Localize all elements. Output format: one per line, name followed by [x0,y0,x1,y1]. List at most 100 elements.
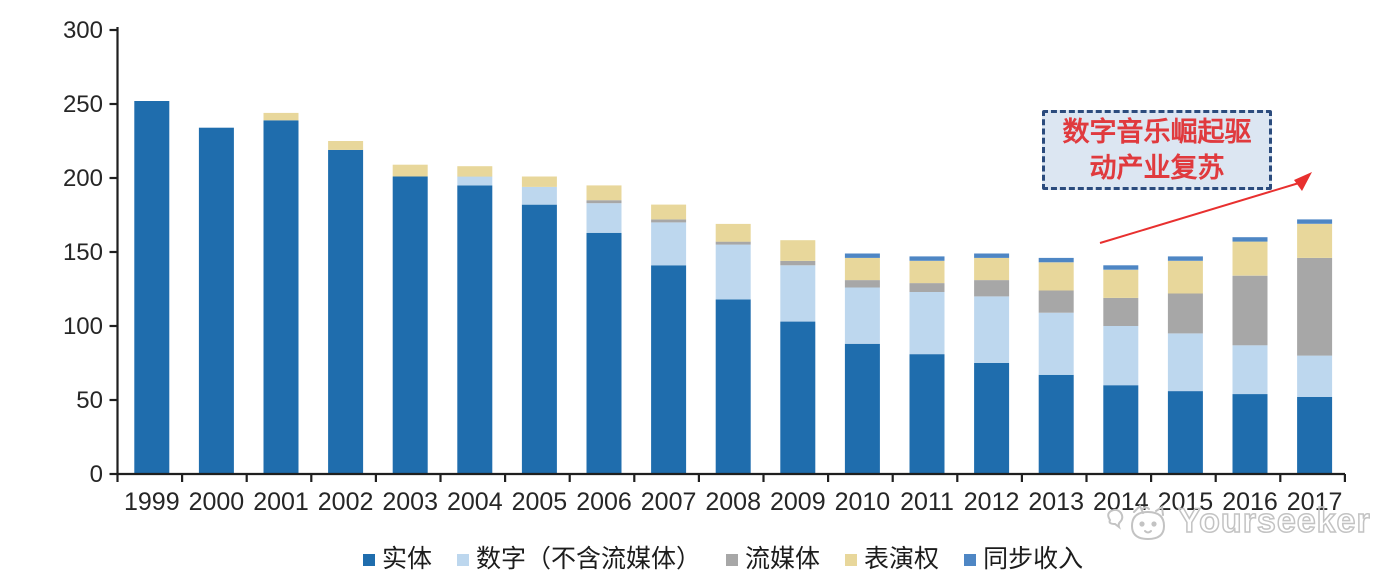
bar-segment-2017-s2 [1297,257,1333,356]
bar-segment-2016-s0 [1232,394,1268,474]
chart-legend: 实体 数字（不含流媒体） 流媒体 表演权 同步收入 [363,544,1083,576]
bar-segment-2013-s3 [1038,262,1074,291]
bar-segment-2011-s3 [909,260,945,284]
y-tick-label: 100 [63,313,103,340]
bar-segment-2009-s3 [780,240,816,261]
legend-item-physical: 实体 [363,544,432,576]
legend-swatch-physical [363,554,375,566]
bar-segment-2006-s2 [586,200,622,204]
bar-segment-2016-s1 [1232,345,1268,394]
bar-segment-2015-s1 [1167,333,1203,392]
bar-segment-2007-s0 [651,265,687,474]
bar-segment-2017-s4 [1297,219,1333,224]
bar-segment-2008-s3 [715,223,751,242]
bar-segment-2009-s1 [780,265,816,322]
x-category-label: 2009 [770,488,826,516]
watermark-text: Yourseeker [1177,501,1371,541]
legend-label-digital: 数字（不含流媒体） [476,546,702,573]
y-tick-label: 50 [76,387,103,414]
bar-segment-2013-s0 [1038,374,1074,474]
y-tick-label: 200 [63,165,103,192]
bar-segment-2010-s1 [844,287,880,344]
bar-segment-2002-s0 [328,149,364,474]
legend-swatch-sync [964,554,977,566]
bar-segment-2014-s4 [1103,265,1139,270]
bar-segment-2011-s4 [909,256,945,261]
bar-segment-2011-s2 [909,283,945,292]
bar-segment-2017-s1 [1297,355,1333,397]
bar-segment-2016-s4 [1232,237,1268,242]
bar-segment-2013-s2 [1038,290,1074,313]
bar-segment-2004-s3 [457,166,493,177]
bar-segment-2011-s1 [909,292,945,355]
legend-label-physical: 实体 [382,546,433,573]
bar-segment-2001-s0 [263,120,299,475]
legend-label-streaming: 流媒体 [745,546,821,573]
bar-segment-2012-s1 [974,296,1010,363]
bar-segment-2012-s3 [974,257,1010,281]
bar-segment-2012-s2 [974,280,1010,297]
bar-segment-2014-s1 [1103,326,1139,386]
bar-segment-1999-s0 [134,101,170,474]
x-category-label: 2003 [382,488,438,516]
bar-segment-2006-s1 [586,203,622,233]
legend-item-sync: 同步收入 [964,544,1083,576]
bar-segment-2017-s0 [1297,397,1333,474]
bar-segment-2012-s0 [974,363,1010,474]
bar-segment-2009-s2 [780,260,816,266]
bar-segment-2011-s0 [909,354,945,474]
annotation-callout: 数字音乐崛起驱 动产业复苏 [1042,110,1272,190]
x-category-label: 2000 [189,488,245,516]
bar-segment-2000-s0 [198,127,234,474]
bar-segment-2012-s4 [974,253,1010,258]
bar-segment-2005-s0 [521,204,557,474]
bar-segment-2004-s1 [457,176,493,186]
bar-segment-2006-s3 [586,185,622,201]
bar-segment-2014-s0 [1103,385,1139,474]
annotation-arrow-line [1099,182,1300,244]
x-category-label: 1999 [124,488,180,516]
bar-segment-2014-s2 [1103,297,1139,326]
cat-logo-icon [1107,504,1166,541]
bar-segment-2004-s0 [457,185,493,474]
x-category-label: 2001 [253,488,309,516]
bar-segment-2008-s2 [715,241,751,245]
bar-segment-2016-s3 [1232,241,1268,276]
legend-label-performance: 表演权 [864,546,940,573]
x-category-label: 2015 [1158,488,1214,516]
bar-segment-2005-s1 [521,186,557,205]
x-category-label: 2017 [1287,488,1343,516]
annotation-line-2: 动产业复苏 [1089,153,1225,183]
bar-segment-2014-s3 [1103,269,1139,298]
bar-segment-2017-s3 [1297,223,1333,258]
bar-segment-2001-s3 [263,112,299,121]
legend-label-sync: 同步收入 [983,546,1084,573]
bar-segment-2007-s3 [651,204,687,220]
bar-segment-2008-s0 [715,299,751,474]
legend-item-performance: 表演权 [845,544,939,576]
bar-segment-2015-s4 [1167,256,1203,261]
bar-segment-2010-s2 [844,280,880,288]
bar-segment-2010-s3 [844,257,880,281]
x-category-label: 2002 [318,488,374,516]
legend-swatch-streaming [726,554,739,566]
bar-segment-2007-s2 [651,219,687,223]
x-category-label: 2010 [835,488,891,516]
x-category-label: 2008 [705,488,761,516]
bar-segment-2005-s3 [521,176,557,187]
legend-swatch-performance [845,554,858,566]
bar-segment-2003-s0 [392,176,428,474]
bar-segment-2013-s4 [1038,257,1074,263]
legend-swatch-digital [457,554,470,566]
bar-segment-2015-s3 [1167,260,1203,294]
bar-segment-2009-s0 [780,321,816,474]
legend-item-streaming: 流媒体 [726,544,820,576]
bar-segment-2002-s3 [328,141,364,150]
x-category-label: 2006 [576,488,632,516]
watermark: Yourseeker [1104,498,1371,544]
bar-segment-2006-s0 [586,232,622,474]
y-tick-label: 150 [63,239,103,266]
x-category-label: 2005 [512,488,568,516]
bar-segment-2008-s1 [715,244,751,300]
